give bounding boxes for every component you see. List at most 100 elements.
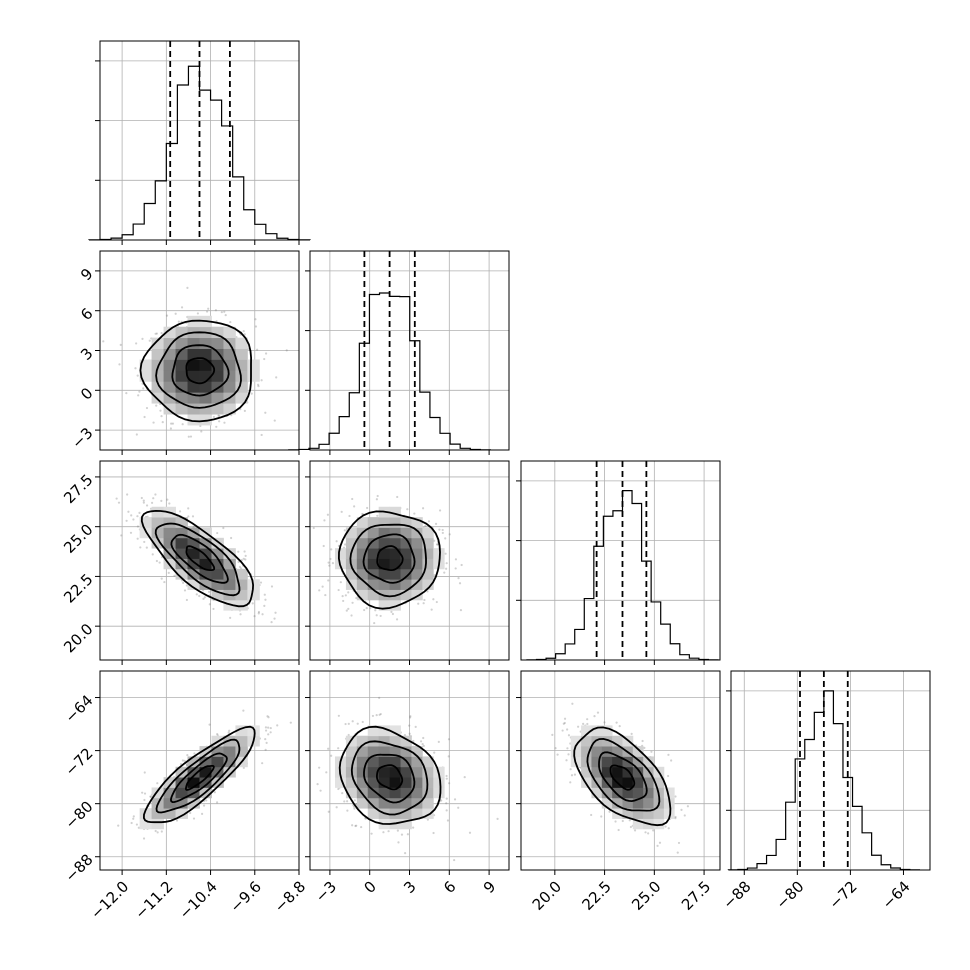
sample-point — [567, 753, 570, 756]
density-cell — [223, 599, 236, 611]
sample-point — [243, 550, 246, 553]
panel-frame — [99, 40, 300, 241]
sample-point — [347, 733, 350, 737]
x-tick-label: −64 — [879, 878, 914, 913]
sample-point — [261, 762, 264, 765]
sample-point — [230, 414, 233, 417]
density-cell — [422, 579, 434, 590]
sample-point — [152, 497, 155, 500]
density-cell — [163, 326, 176, 339]
sample-point — [285, 349, 288, 352]
density-cell — [389, 548, 401, 559]
sample-point — [94, 488, 96, 490]
panel-frame — [99, 670, 300, 871]
density-cell — [211, 348, 224, 360]
density-cell — [601, 797, 613, 809]
sample-point — [270, 585, 274, 588]
contour-line — [140, 509, 255, 608]
sample-point — [650, 750, 653, 753]
density-cell — [378, 568, 390, 580]
sample-point — [189, 811, 192, 815]
density-cell — [163, 381, 176, 393]
density-cell — [591, 725, 603, 737]
sample-point — [664, 825, 667, 828]
density-cell — [378, 599, 390, 611]
density-cell — [433, 548, 445, 559]
density-cell — [422, 808, 434, 819]
density-cell — [632, 808, 644, 819]
sample-point — [562, 722, 565, 725]
sample-point — [223, 310, 226, 313]
y-tick-label: −88 — [61, 851, 96, 886]
density-cell — [187, 359, 200, 371]
sample-point — [163, 580, 166, 584]
sample-point — [566, 747, 569, 750]
sample-point — [275, 376, 278, 379]
density-cell — [400, 777, 412, 788]
sample-point — [125, 519, 128, 522]
x-tick-label: −9.6 — [227, 878, 265, 916]
density-cell — [356, 579, 369, 590]
density-cell — [187, 392, 200, 404]
panel-frame — [309, 670, 510, 871]
sample-point — [142, 387, 145, 390]
density-cell — [643, 777, 654, 788]
histogram-line — [526, 489, 719, 661]
histogram-panel-0 — [88, 40, 311, 245]
sample-point — [426, 818, 429, 821]
density-cell — [632, 766, 644, 778]
density-cell — [211, 746, 224, 757]
density-cell — [223, 348, 236, 360]
density-cell — [345, 777, 358, 788]
sample-point — [463, 776, 466, 779]
sample-point — [254, 318, 257, 321]
sample-point — [457, 806, 460, 809]
y-tick-label: 3 — [77, 344, 96, 363]
sample-point — [365, 607, 368, 610]
density-cell — [139, 818, 152, 830]
sample-point — [573, 773, 577, 776]
sample-point — [403, 852, 407, 855]
density-cell — [187, 558, 200, 570]
sample-point — [319, 789, 322, 792]
sample-point — [143, 792, 147, 795]
x-tick-label: 27.5 — [678, 878, 714, 914]
sample-point — [192, 817, 196, 820]
density-cell — [356, 746, 369, 757]
density-cell — [389, 558, 401, 570]
sample-point — [160, 415, 163, 418]
sample-point — [348, 514, 351, 518]
x-tick-label: −72 — [826, 878, 861, 913]
sample-point — [628, 819, 631, 822]
x-tick-label: −80 — [772, 878, 807, 913]
density-cell — [356, 558, 369, 570]
density-cell — [175, 548, 188, 559]
sample-point — [414, 725, 417, 728]
sample-point — [337, 787, 340, 791]
sample-point — [244, 554, 247, 557]
y-tick-label: −3 — [68, 424, 96, 452]
sample-point — [453, 858, 456, 862]
sample-point — [593, 715, 596, 718]
density-cell — [139, 359, 152, 371]
density-cell — [356, 589, 369, 601]
density-cell — [411, 527, 423, 539]
sample-point — [138, 390, 141, 393]
sample-point — [217, 414, 220, 417]
density-cell — [175, 370, 188, 382]
sample-point — [434, 522, 438, 525]
density-cell — [211, 568, 224, 580]
density-cell — [643, 797, 654, 809]
sample-point — [142, 837, 146, 840]
density-cell — [570, 735, 582, 747]
sample-point — [165, 314, 169, 317]
density-cell — [187, 414, 200, 426]
y-tick-label: 27.5 — [60, 471, 96, 507]
contour-line — [169, 752, 228, 804]
sample-point — [344, 543, 347, 546]
density-cell — [235, 725, 248, 737]
sample-point — [340, 510, 343, 513]
sample-point — [145, 546, 148, 549]
contour-line — [573, 726, 672, 827]
sample-point — [577, 725, 580, 728]
